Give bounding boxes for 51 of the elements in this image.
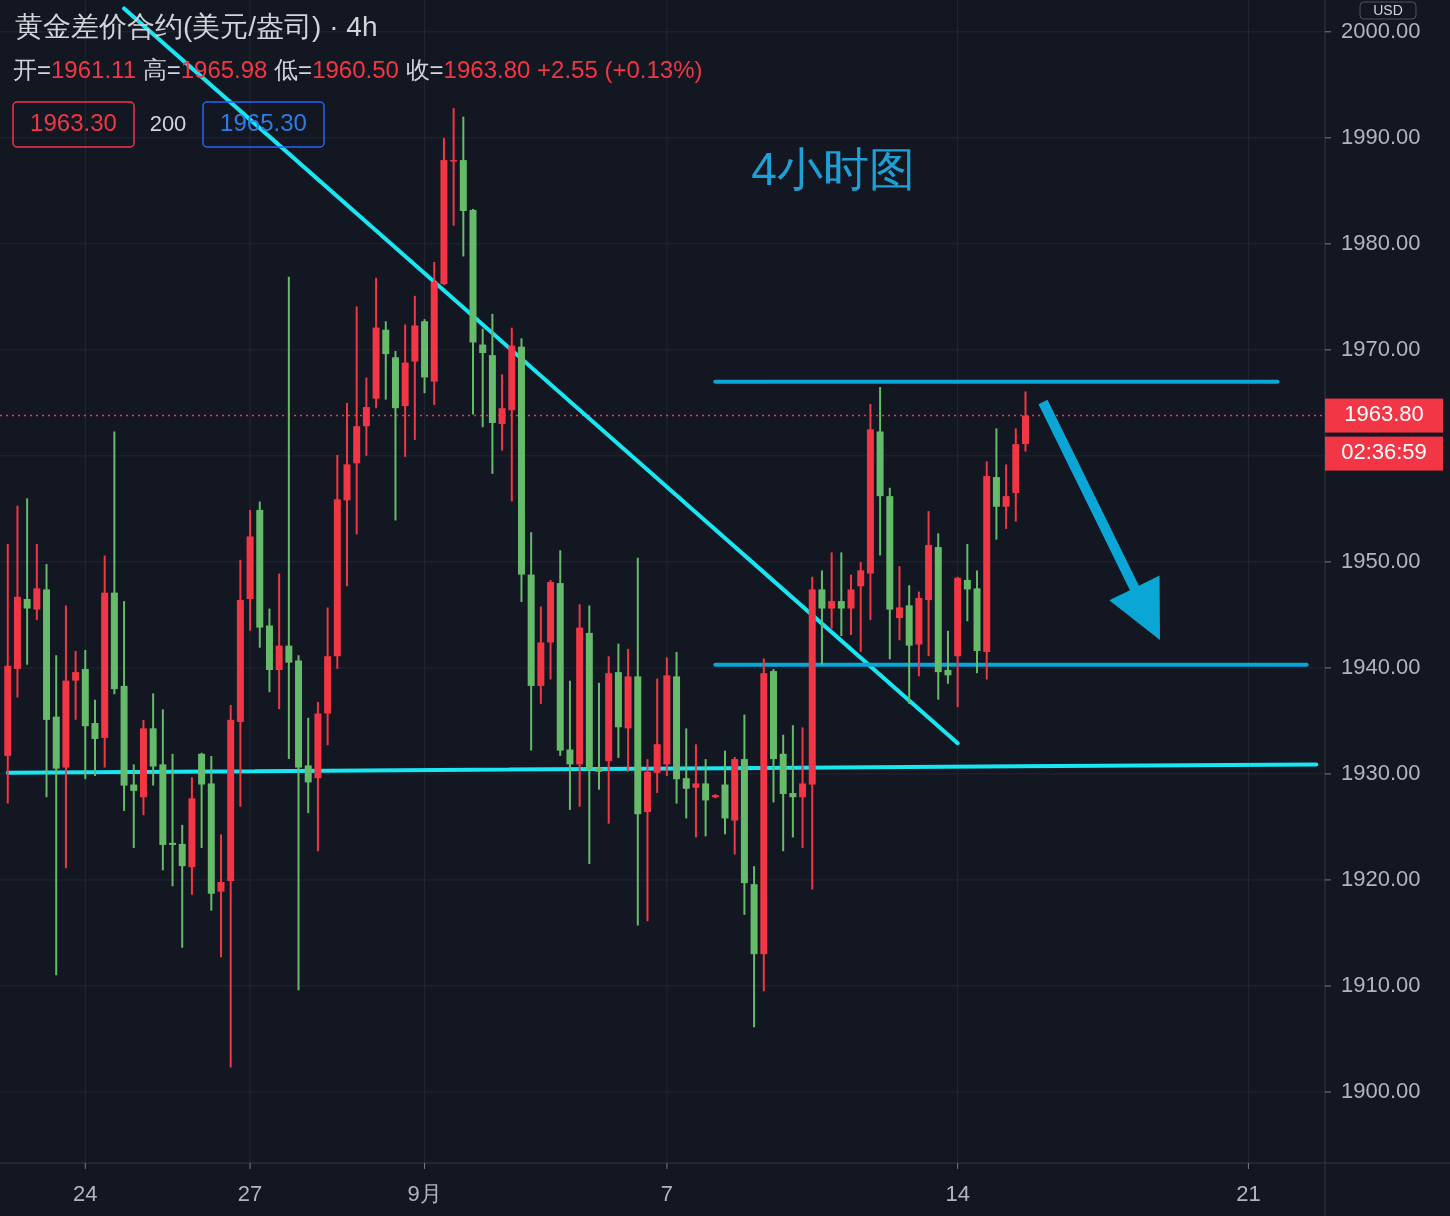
candlestick bbox=[711, 794, 719, 799]
annotation: 1963.30 bbox=[30, 109, 117, 137]
candlestick bbox=[692, 744, 700, 838]
candlestick bbox=[169, 753, 177, 887]
candlestick bbox=[595, 682, 603, 790]
candlestick bbox=[896, 566, 903, 641]
text: USD bbox=[1373, 1, 1403, 18]
candlestick bbox=[566, 680, 574, 810]
candlestick bbox=[799, 727, 807, 849]
y-tick-label: 1970.00 bbox=[1341, 335, 1421, 361]
candlestick bbox=[72, 651, 80, 720]
annotation: 200 bbox=[149, 110, 187, 136]
y-tick-label: 1920.00 bbox=[1341, 865, 1421, 891]
candlestick bbox=[818, 570, 826, 665]
candlestick bbox=[682, 728, 690, 819]
annotation: 4小时图 bbox=[751, 143, 915, 196]
candlestick bbox=[847, 574, 855, 635]
y-tick-label: 1900.00 bbox=[1341, 1077, 1421, 1103]
x-tick-label: 27 bbox=[237, 1181, 263, 1206]
candlestick bbox=[217, 834, 225, 958]
x-tick-label: 21 bbox=[1236, 1181, 1261, 1206]
candlestick bbox=[285, 276, 293, 760]
candlestick bbox=[702, 759, 710, 837]
candlestick bbox=[23, 498, 31, 665]
text: 02:36:59 bbox=[1341, 439, 1427, 465]
ref-line-label: 1963.80 bbox=[1344, 401, 1424, 427]
candlestick bbox=[178, 824, 186, 948]
candlestick bbox=[130, 764, 138, 849]
candlestick bbox=[91, 699, 99, 776]
candlestick bbox=[944, 630, 952, 684]
x-tick-label: 14 bbox=[945, 1181, 970, 1206]
x-tick-label: 9月 bbox=[407, 1181, 442, 1206]
candlestick bbox=[450, 108, 458, 226]
y-tick-label: 1950.00 bbox=[1341, 547, 1421, 573]
y-tick-label: 1940.00 bbox=[1341, 653, 1421, 679]
y-tick-label: 1930.00 bbox=[1341, 759, 1421, 785]
candlestick bbox=[963, 543, 971, 622]
candlestick bbox=[304, 717, 312, 814]
candlestick bbox=[857, 561, 865, 652]
candlestick bbox=[789, 725, 797, 838]
candlestick bbox=[837, 552, 845, 637]
candlestick bbox=[828, 552, 836, 629]
candlestick bbox=[1002, 464, 1010, 529]
candlestick bbox=[33, 543, 41, 621]
y-tick-label: 1990.00 bbox=[1341, 123, 1421, 149]
candlestick bbox=[479, 328, 487, 428]
x-tick-label: 7 bbox=[660, 1181, 673, 1206]
y-tick-label: 2000.00 bbox=[1341, 17, 1421, 43]
y-tick-label: 1910.00 bbox=[1341, 971, 1421, 997]
y-tick-label: 1980.00 bbox=[1341, 229, 1421, 255]
x-tick-label: 24 bbox=[73, 1181, 98, 1206]
